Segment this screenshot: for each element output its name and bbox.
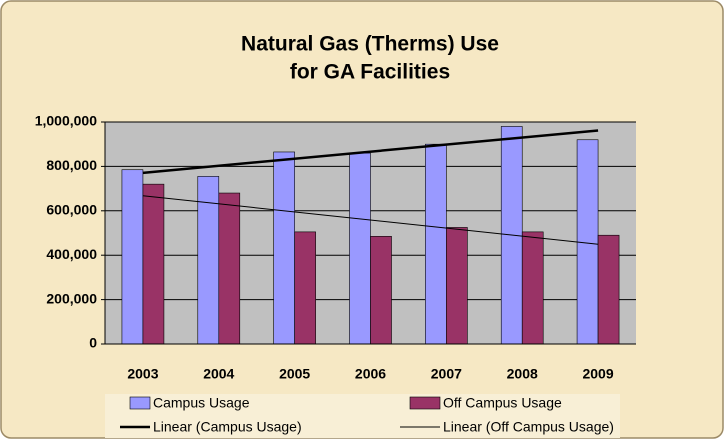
chart-title: Natural Gas (Therms) Use: [241, 33, 499, 56]
bar: [349, 152, 371, 345]
bar: [218, 192, 241, 345]
bar: [446, 227, 468, 345]
trend-line: [142, 129, 599, 175]
legend-label: Off Campus Usage: [443, 395, 562, 411]
y-tick-label: 400,000: [46, 246, 97, 262]
x-tick-label: 2007: [431, 366, 462, 382]
y-tick-label: 0: [89, 335, 97, 351]
x-tick-label: 2008: [507, 366, 538, 382]
bar: [425, 143, 447, 345]
x-tick-label: 2009: [582, 366, 613, 382]
y-tick-label: 200,000: [46, 290, 97, 306]
legend-label: Linear (Campus Usage): [153, 419, 302, 435]
legend-label: Linear (Off Campus Usage): [443, 419, 614, 435]
bar: [121, 169, 144, 345]
bar: [273, 151, 295, 345]
y-tick-label: 800,000: [46, 157, 97, 173]
bar: [370, 236, 392, 345]
legend-label: Campus Usage: [153, 395, 250, 411]
bar: [142, 183, 165, 345]
trend-line: [142, 195, 599, 245]
bar: [521, 231, 544, 345]
y-tick-label: 600,000: [46, 202, 97, 218]
legend-background: [105, 394, 620, 438]
x-tick-label: 2003: [127, 366, 158, 382]
y-tick-label: 1,000,000: [35, 113, 97, 129]
bar: [597, 234, 620, 345]
bar: [294, 231, 316, 345]
x-tick-label: 2005: [279, 366, 310, 382]
legend-swatch: [409, 396, 441, 410]
x-tick-label: 2004: [203, 366, 234, 382]
legend-swatch: [129, 396, 151, 410]
x-tick-label: 2006: [355, 366, 386, 382]
chart-title: for GA Facilities: [290, 61, 450, 84]
